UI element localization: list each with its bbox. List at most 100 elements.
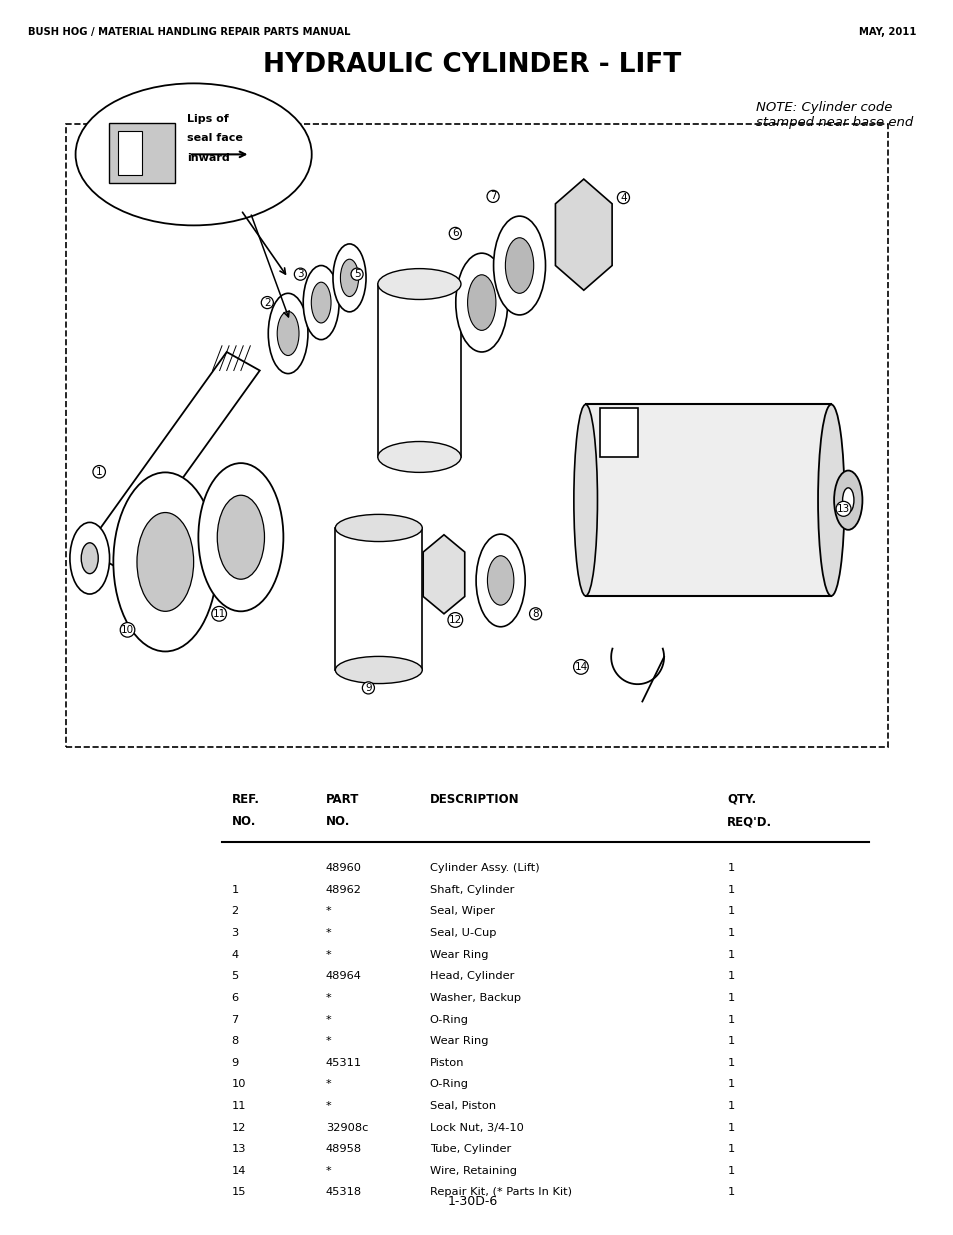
Ellipse shape — [277, 311, 298, 356]
Text: Cylinder Assy. (Lift): Cylinder Assy. (Lift) — [430, 863, 538, 873]
Text: 1: 1 — [726, 1015, 734, 1025]
Ellipse shape — [817, 405, 843, 597]
Text: 13: 13 — [836, 504, 849, 514]
Text: 1-30D-6: 1-30D-6 — [447, 1194, 497, 1208]
Text: 1: 1 — [726, 950, 734, 960]
Text: 1: 1 — [726, 1123, 734, 1132]
Text: *: * — [326, 1015, 332, 1025]
Ellipse shape — [574, 405, 597, 597]
Text: 10: 10 — [121, 625, 134, 635]
Text: 1: 1 — [726, 1036, 734, 1046]
Ellipse shape — [833, 471, 862, 530]
Text: 1: 1 — [726, 1057, 734, 1068]
Bar — [585, 405, 830, 597]
Text: 3: 3 — [296, 269, 303, 279]
Text: 32908c: 32908c — [326, 1123, 368, 1132]
Text: 5: 5 — [232, 971, 238, 982]
Text: 1: 1 — [726, 929, 734, 939]
Text: *: * — [326, 906, 332, 916]
Ellipse shape — [311, 283, 331, 324]
Ellipse shape — [303, 266, 338, 340]
Ellipse shape — [335, 657, 422, 684]
Text: 14: 14 — [232, 1166, 246, 1176]
Text: QTY.: QTY. — [726, 793, 756, 806]
Ellipse shape — [198, 463, 283, 611]
Text: *: * — [326, 1079, 332, 1089]
Ellipse shape — [505, 237, 533, 294]
Text: 11: 11 — [213, 609, 226, 619]
Text: HYDRAULIC CYLINDER - LIFT: HYDRAULIC CYLINDER - LIFT — [263, 52, 680, 78]
Ellipse shape — [268, 294, 308, 374]
Text: 48960: 48960 — [326, 863, 361, 873]
Ellipse shape — [841, 488, 853, 513]
Text: *: * — [326, 993, 332, 1003]
Text: 12: 12 — [448, 615, 461, 625]
Text: O-Ring: O-Ring — [430, 1079, 468, 1089]
Ellipse shape — [75, 84, 312, 226]
Text: NOTE: Cylinder code
stamped near base end: NOTE: Cylinder code stamped near base en… — [755, 101, 912, 130]
Ellipse shape — [333, 245, 366, 312]
Ellipse shape — [377, 269, 460, 300]
Ellipse shape — [81, 543, 98, 573]
Text: 7: 7 — [489, 191, 496, 201]
Bar — [109, 124, 174, 183]
Ellipse shape — [217, 495, 264, 579]
Text: Shaft, Cylinder: Shaft, Cylinder — [430, 885, 514, 895]
Text: 1: 1 — [95, 467, 102, 477]
Text: 4: 4 — [619, 193, 626, 203]
Text: Washer, Backup: Washer, Backup — [430, 993, 520, 1003]
Bar — [599, 408, 637, 457]
Text: *: * — [326, 1036, 332, 1046]
Text: 1: 1 — [726, 1166, 734, 1176]
Text: 1: 1 — [726, 906, 734, 916]
Polygon shape — [423, 535, 464, 614]
Text: DESCRIPTION: DESCRIPTION — [430, 793, 518, 806]
Text: O-Ring: O-Ring — [430, 1015, 468, 1025]
Text: 10: 10 — [232, 1079, 246, 1089]
Text: 1: 1 — [726, 1145, 734, 1155]
Ellipse shape — [335, 514, 422, 541]
Ellipse shape — [456, 253, 507, 352]
Text: 1: 1 — [726, 1102, 734, 1112]
Text: Wear Ring: Wear Ring — [430, 950, 488, 960]
Text: NO.: NO. — [232, 815, 255, 829]
Text: inward: inward — [187, 153, 230, 163]
Text: MAY, 2011: MAY, 2011 — [858, 27, 915, 37]
Text: REQ'D.: REQ'D. — [726, 815, 772, 829]
Polygon shape — [85, 352, 259, 568]
Text: 12: 12 — [232, 1123, 246, 1132]
Text: 1: 1 — [232, 885, 238, 895]
Ellipse shape — [113, 472, 217, 652]
Text: Wear Ring: Wear Ring — [430, 1036, 488, 1046]
Text: Lock Nut, 3/4-10: Lock Nut, 3/4-10 — [430, 1123, 523, 1132]
Text: 8: 8 — [532, 609, 538, 619]
Text: 13: 13 — [232, 1145, 246, 1155]
Text: 1: 1 — [726, 863, 734, 873]
Text: REF.: REF. — [232, 793, 259, 806]
Text: Piston: Piston — [430, 1057, 464, 1068]
Text: BUSH HOG / MATERIAL HANDLING REPAIR PARTS MANUAL: BUSH HOG / MATERIAL HANDLING REPAIR PART… — [29, 27, 351, 37]
Bar — [377, 284, 460, 457]
Ellipse shape — [493, 216, 545, 315]
Text: 45311: 45311 — [326, 1057, 361, 1068]
Text: 6: 6 — [452, 228, 458, 238]
Text: 9: 9 — [365, 683, 372, 693]
Text: 45318: 45318 — [326, 1188, 361, 1198]
Text: 11: 11 — [232, 1102, 246, 1112]
Text: 6: 6 — [232, 993, 238, 1003]
Text: Seal, Piston: Seal, Piston — [430, 1102, 496, 1112]
Text: Wire, Retaining: Wire, Retaining — [430, 1166, 517, 1176]
Text: 1: 1 — [726, 1188, 734, 1198]
Text: 3: 3 — [232, 929, 238, 939]
Text: 4: 4 — [232, 950, 238, 960]
Text: *: * — [326, 929, 332, 939]
Ellipse shape — [137, 513, 193, 611]
Text: Seal, Wiper: Seal, Wiper — [430, 906, 495, 916]
Ellipse shape — [340, 259, 358, 296]
Ellipse shape — [467, 274, 496, 331]
Text: 48964: 48964 — [326, 971, 361, 982]
Text: *: * — [326, 950, 332, 960]
Polygon shape — [555, 179, 612, 290]
Text: seal face: seal face — [187, 133, 243, 143]
Text: PART: PART — [326, 793, 359, 806]
